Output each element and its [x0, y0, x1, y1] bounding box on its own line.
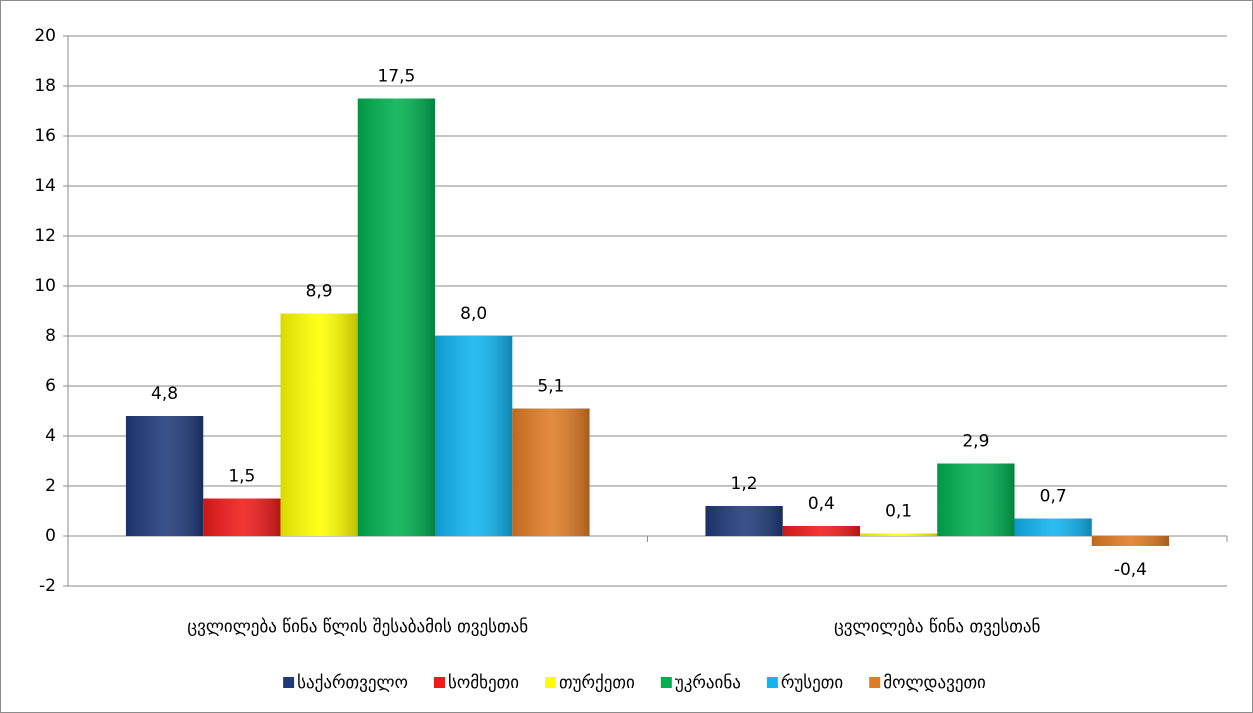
legend-label: საქართველო	[297, 673, 408, 693]
bar-shade	[1091, 536, 1170, 546]
legend-swatch	[283, 677, 295, 688]
bar-shade	[859, 533, 938, 536]
data-label: 0,4	[808, 494, 835, 514]
y-tick-label: -2	[39, 576, 56, 596]
bar-shade	[782, 526, 860, 536]
y-tick-label: 20	[34, 26, 56, 46]
data-label: -0,4	[1114, 560, 1147, 580]
y-tick-label: 0	[45, 526, 56, 546]
legend-swatch	[869, 677, 881, 688]
y-tick-label: 10	[34, 276, 56, 296]
y-tick-label: 18	[34, 76, 56, 96]
data-label: 5,1	[537, 377, 564, 397]
y-tick-label: 14	[34, 176, 56, 196]
y-tick-label: 4	[45, 426, 56, 446]
legend-swatch	[433, 677, 445, 688]
data-label: 17,5	[377, 67, 415, 87]
bar-shade	[357, 98, 436, 536]
data-label: 0,7	[1040, 487, 1067, 507]
y-tick-label: 6	[45, 376, 56, 396]
legend-label: თურქეთი	[559, 673, 635, 693]
y-tick-label: 2	[45, 476, 56, 496]
x-tick-label: ცვლილება წინა წლის შესაბამის თვესთან	[187, 617, 528, 637]
legend-label: უკრაინა	[675, 673, 741, 693]
data-label: 8,9	[306, 282, 333, 302]
legend-label: რუსეთი	[781, 673, 843, 693]
data-label: 0,1	[885, 502, 912, 522]
data-label: 4,8	[151, 384, 178, 404]
y-tick-label: 12	[34, 226, 56, 246]
y-tick-label: 8	[45, 326, 56, 346]
bar-shade	[937, 463, 1015, 536]
bar-shade	[435, 336, 513, 536]
legend-swatch	[545, 677, 557, 688]
bar-shade	[512, 408, 590, 536]
legend-label: მოლდავეთი	[883, 673, 986, 693]
legend-swatch	[766, 677, 778, 688]
legend-swatch	[660, 677, 672, 688]
bar-shade	[203, 498, 281, 536]
bar-shade	[280, 313, 358, 536]
data-label: 1,5	[228, 467, 255, 487]
y-tick-label: 16	[34, 126, 56, 146]
bar-shade	[705, 506, 783, 536]
data-label: 2,9	[962, 432, 989, 452]
bar-shade	[125, 416, 204, 536]
data-label: 8,0	[460, 304, 487, 324]
bar-shade	[1014, 518, 1092, 536]
x-tick-label: ცვლილება წინა თვესთან	[834, 617, 1040, 637]
legend-label: სომხეთი	[448, 673, 519, 693]
data-label: 1,2	[731, 474, 758, 494]
